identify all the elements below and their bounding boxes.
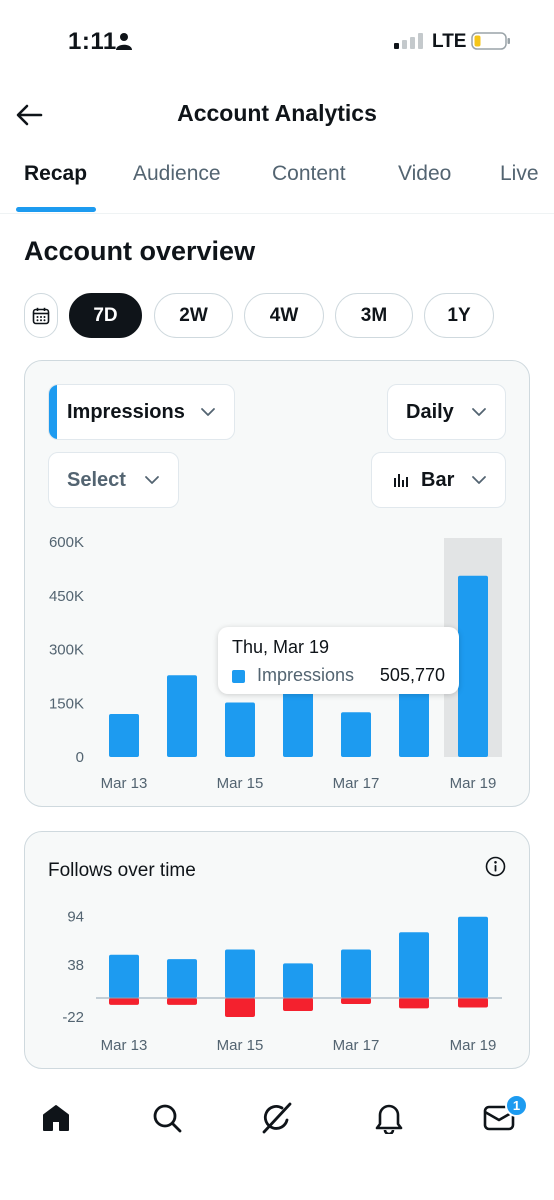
nav-messages[interactable] bbox=[479, 1098, 519, 1138]
follows-negative-bar bbox=[399, 998, 429, 1009]
status-bar: 1:11 LTE bbox=[0, 0, 554, 84]
interval-dropdown-label: Daily bbox=[406, 400, 454, 423]
chevron-down-icon bbox=[145, 476, 159, 484]
status-time: 1:11 bbox=[68, 28, 117, 55]
follows-positive-bar bbox=[283, 963, 313, 998]
y-tick-label: 38 bbox=[67, 957, 84, 974]
chevron-down-icon bbox=[201, 408, 215, 416]
tooltip-series-name: Impressions bbox=[257, 665, 355, 685]
bottom-nav bbox=[0, 1080, 554, 1152]
tab-video[interactable]: Video bbox=[398, 162, 452, 185]
x-tick-label: Mar 19 bbox=[450, 775, 497, 792]
y-tick-label: 150K bbox=[49, 695, 84, 712]
tab-content[interactable]: Content bbox=[272, 162, 346, 185]
compare-dropdown-label: Select bbox=[67, 468, 126, 491]
impressions-bar bbox=[283, 688, 313, 757]
follows-negative-bar bbox=[225, 998, 255, 1018]
metric-dropdown[interactable]: Impressions bbox=[48, 384, 235, 440]
x-tick-label: Mar 15 bbox=[217, 1037, 264, 1054]
range-3m[interactable]: 3M bbox=[335, 293, 413, 338]
tab-audience[interactable]: Audience bbox=[133, 162, 221, 185]
info-icon[interactable] bbox=[485, 856, 506, 877]
x-tick-label: Mar 13 bbox=[101, 1037, 148, 1054]
back-button[interactable] bbox=[12, 98, 46, 132]
x-tick-label: Mar 17 bbox=[333, 1037, 380, 1054]
bar-chart-icon bbox=[394, 474, 408, 487]
y-tick-label: 300K bbox=[49, 642, 84, 659]
range-7d[interactable]: 7D bbox=[69, 293, 142, 338]
tooltip-date: Thu, Mar 19 bbox=[232, 637, 330, 657]
search-icon bbox=[153, 1104, 182, 1133]
x-tick-label: Mar 19 bbox=[450, 1037, 497, 1054]
arrow-left-icon bbox=[16, 104, 43, 126]
calendar-icon bbox=[32, 307, 50, 324]
impressions-bar bbox=[167, 675, 197, 757]
series-color-marker bbox=[49, 385, 57, 439]
follows-negative-bar bbox=[109, 998, 139, 1005]
bell-icon bbox=[375, 1104, 403, 1134]
follows-positive-bar bbox=[225, 949, 255, 998]
follows-positive-bar bbox=[109, 954, 139, 998]
metric-dropdown-label: Impressions bbox=[67, 400, 185, 423]
follows-positive-bar bbox=[341, 949, 371, 998]
x-tick-label: Mar 17 bbox=[333, 775, 380, 792]
interval-dropdown[interactable]: Daily bbox=[387, 384, 506, 440]
chevron-down-icon bbox=[472, 408, 486, 416]
signal-icon bbox=[394, 33, 423, 49]
charts-layer: 600K 450K 300K 150K 0 Mar 13 Mar 15 Mar 17 Mar 1… bbox=[49, 534, 502, 1054]
follows-chart-title: Follows over time bbox=[48, 860, 196, 881]
impressions-bar bbox=[109, 714, 139, 757]
follows-positive-bar bbox=[167, 959, 197, 998]
range-2w[interactable]: 2W bbox=[154, 293, 233, 338]
y-tick-label: 0 bbox=[76, 749, 84, 766]
y-tick-label: 94 bbox=[67, 909, 84, 926]
battery-icon bbox=[471, 32, 510, 50]
nav-search[interactable] bbox=[147, 1098, 187, 1138]
chart-type-label: Bar bbox=[421, 468, 455, 491]
nav-grok[interactable] bbox=[257, 1098, 297, 1138]
tooltip-series-swatch bbox=[232, 670, 245, 683]
x-tick-label: Mar 15 bbox=[217, 775, 264, 792]
person-icon bbox=[116, 33, 132, 50]
nav-home[interactable] bbox=[36, 1098, 76, 1138]
grok-icon bbox=[262, 1102, 292, 1134]
follows-positive-bar bbox=[458, 916, 488, 998]
range-1y[interactable]: 1Y bbox=[424, 293, 494, 338]
tab-recap[interactable]: Recap bbox=[24, 162, 88, 185]
page-title: Account Analytics bbox=[177, 100, 377, 126]
tab-live[interactable]: Live bbox=[500, 162, 539, 185]
range-4w[interactable]: 4W bbox=[244, 293, 324, 338]
chart-type-dropdown[interactable]: Bar bbox=[371, 452, 506, 508]
home-icon bbox=[43, 1105, 69, 1131]
compare-dropdown[interactable]: Select bbox=[48, 452, 179, 508]
impressions-bar bbox=[399, 692, 429, 757]
mail-icon bbox=[483, 1105, 515, 1131]
impressions-bar bbox=[458, 575, 488, 757]
y-tick-label: 450K bbox=[49, 588, 84, 605]
impressions-bar bbox=[225, 702, 255, 757]
chevron-down-icon bbox=[472, 476, 486, 484]
network-label: LTE bbox=[432, 31, 467, 52]
follows-positive-bar bbox=[399, 932, 429, 998]
y-tick-label: -22 bbox=[62, 1009, 84, 1026]
messages-badge: 1 bbox=[505, 1094, 528, 1117]
active-tab-indicator bbox=[16, 207, 96, 212]
follows-negative-bar bbox=[283, 998, 313, 1011]
follows-negative-bar bbox=[341, 998, 371, 1005]
tab-bar: Recap Audience Content Video Live bbox=[0, 160, 554, 214]
y-tick-label: 600K bbox=[49, 534, 84, 551]
calendar-button[interactable] bbox=[24, 293, 58, 338]
chart-tooltip: Thu, Mar 19 Impressions 505,770 bbox=[218, 627, 459, 694]
impressions-bar bbox=[341, 712, 371, 757]
follows-card bbox=[24, 831, 530, 1069]
follows-negative-bar bbox=[458, 998, 488, 1008]
follows-negative-bar bbox=[167, 998, 197, 1005]
tooltip-value: 505,770 bbox=[379, 665, 445, 685]
x-tick-label: Mar 13 bbox=[101, 775, 148, 792]
section-title: Account overview bbox=[24, 236, 256, 266]
nav-notifications[interactable] bbox=[369, 1098, 409, 1138]
